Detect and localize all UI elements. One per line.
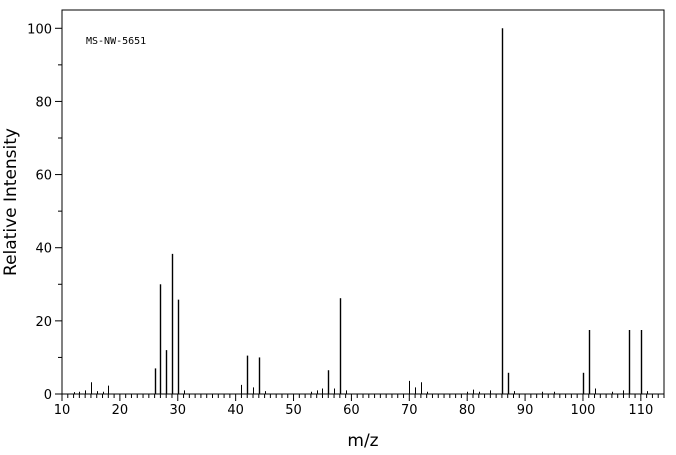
y-tick-label: 40: [35, 242, 52, 257]
x-tick-label: 70: [401, 403, 418, 418]
x-axis: 10 20 30 40 50 60 70 80 90 100 110: [54, 394, 665, 418]
spectrum-peaks: [74, 28, 648, 394]
y-tick-label: 20: [35, 315, 52, 330]
x-tick-label: 30: [169, 403, 186, 418]
x-tick-label: 60: [343, 403, 360, 418]
y-tick-label: 0: [44, 388, 52, 403]
x-tick-label: 100: [571, 403, 596, 418]
y-tick-label: 60: [35, 169, 52, 184]
y-axis: 0 20 40 60 80 100: [27, 22, 62, 403]
y-axis-title: Relative Intensity: [1, 128, 21, 276]
x-tick-label: 90: [517, 403, 534, 418]
x-tick-label: 20: [112, 403, 129, 418]
x-tick-label: 80: [459, 403, 476, 418]
plot-frame: [61, 9, 665, 395]
x-axis-title: m/z: [347, 431, 378, 451]
x-tick-label: 50: [285, 403, 302, 418]
x-tick-label: 40: [227, 403, 244, 418]
x-tick-label: 10: [54, 403, 71, 418]
spectrum-id-annotation: MS-NW-5651: [86, 36, 146, 47]
x-tick-label: 110: [628, 403, 653, 418]
y-tick-label: 80: [35, 95, 52, 110]
y-tick-label: 100: [27, 22, 52, 37]
